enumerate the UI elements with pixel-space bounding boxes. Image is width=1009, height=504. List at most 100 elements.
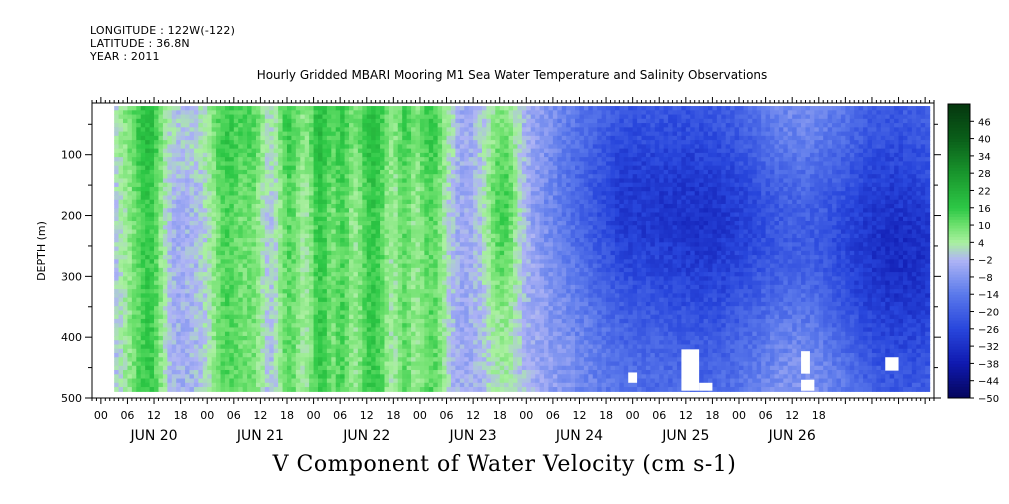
heatmap-cell [375, 148, 381, 154]
heatmap-cell [335, 114, 341, 120]
heatmap-cell [326, 242, 332, 248]
heatmap-cell [322, 331, 328, 337]
heatmap-cell [442, 161, 448, 167]
heatmap-cell [331, 263, 337, 269]
heatmap-cell [295, 263, 301, 269]
heatmap-cell [393, 208, 399, 214]
heatmap-cell [189, 365, 195, 371]
heatmap-cell [140, 365, 146, 371]
heatmap-cell [424, 127, 430, 133]
heatmap-cell [154, 293, 160, 299]
heatmap-cell [154, 289, 160, 294]
heatmap-cell [229, 289, 235, 294]
heatmap-cell [176, 348, 182, 354]
heatmap-cell [273, 352, 279, 358]
heatmap-cell [131, 225, 137, 231]
heatmap-cell [176, 165, 182, 171]
heatmap-cell [286, 306, 293, 312]
heatmap-cell [180, 331, 186, 337]
heatmap-cell [282, 161, 288, 167]
heatmap-cell [331, 203, 337, 209]
heatmap-cell [326, 348, 332, 354]
heatmap-cell [127, 229, 133, 235]
heatmap-cell [185, 259, 191, 265]
heatmap-cell [415, 110, 421, 116]
heatmap-cell [282, 174, 288, 180]
heatmap-cell [353, 199, 359, 205]
heatmap-cell [411, 272, 417, 277]
heatmap-cell [366, 144, 372, 150]
heatmap-cell [318, 203, 324, 209]
heatmap-cell [286, 310, 293, 316]
heatmap-cell [326, 297, 332, 303]
heatmap-cell [388, 186, 394, 192]
heatmap-cell [318, 340, 324, 346]
heatmap-cell [380, 182, 386, 188]
heatmap-cell [304, 297, 310, 303]
heatmap-cell [371, 314, 377, 320]
heatmap-cell [207, 382, 213, 388]
heatmap-cell [397, 352, 403, 358]
heatmap-cell [140, 182, 146, 188]
heatmap-cell [402, 157, 408, 162]
heatmap-cell [220, 365, 226, 371]
heatmap-cell [260, 335, 266, 341]
heatmap-cell [424, 106, 430, 111]
heatmap-cell [318, 263, 324, 269]
heatmap-cell [424, 225, 430, 231]
heatmap-cell [402, 370, 408, 375]
heatmap-cell [193, 123, 199, 128]
heatmap-cell [375, 293, 381, 299]
heatmap-cell [433, 229, 439, 235]
heatmap-cell [269, 284, 275, 290]
heatmap-cell [415, 348, 421, 354]
heatmap-cell [193, 233, 199, 239]
heatmap-cell [375, 374, 381, 380]
heatmap-cell [131, 191, 137, 197]
heatmap-cell [233, 191, 239, 197]
heatmap-cell [229, 378, 235, 384]
heatmap-cell [140, 127, 146, 133]
heatmap-cell [366, 382, 372, 388]
heatmap-cell [255, 144, 261, 150]
heatmap-cell [211, 284, 217, 290]
heatmap-cell [202, 284, 208, 290]
heatmap-cell [207, 178, 213, 184]
heatmap-cell [211, 318, 217, 324]
heatmap-cell [340, 195, 346, 201]
heatmap-cell [193, 221, 199, 226]
heatmap-cell [366, 297, 372, 303]
heatmap-cell [278, 169, 284, 175]
heatmap-cell [278, 208, 284, 214]
heatmap-cell [114, 203, 120, 209]
heatmap-cell [357, 229, 363, 235]
heatmap-cell [322, 242, 328, 248]
heatmap-cell [318, 344, 324, 350]
heatmap-cell [180, 267, 186, 273]
heatmap-cell [123, 157, 129, 162]
heatmap-cell [318, 174, 324, 180]
heatmap-cell [406, 140, 412, 145]
heatmap-cell [229, 114, 235, 120]
heatmap-cell [397, 255, 403, 260]
heatmap-cell [309, 344, 315, 350]
heatmap-cell [344, 272, 350, 277]
heatmap-cell [118, 259, 124, 265]
heatmap-cell [286, 233, 293, 239]
heatmap-cell [300, 374, 306, 380]
heatmap-cell [309, 357, 315, 363]
heatmap-cell [419, 195, 425, 201]
heatmap-cell [242, 318, 248, 324]
heatmap-cell [357, 161, 363, 167]
heatmap-cell [211, 123, 217, 128]
heatmap-cell [349, 280, 355, 286]
heatmap-cell [326, 152, 332, 158]
heatmap-cell [295, 267, 301, 273]
heatmap-cell [247, 131, 253, 137]
heatmap-cell [371, 157, 377, 162]
heatmap-cell [393, 169, 399, 175]
heatmap-cell [331, 229, 337, 235]
heatmap-cell [357, 212, 363, 218]
heatmap-cell [424, 118, 430, 124]
heatmap-cell [331, 259, 337, 265]
